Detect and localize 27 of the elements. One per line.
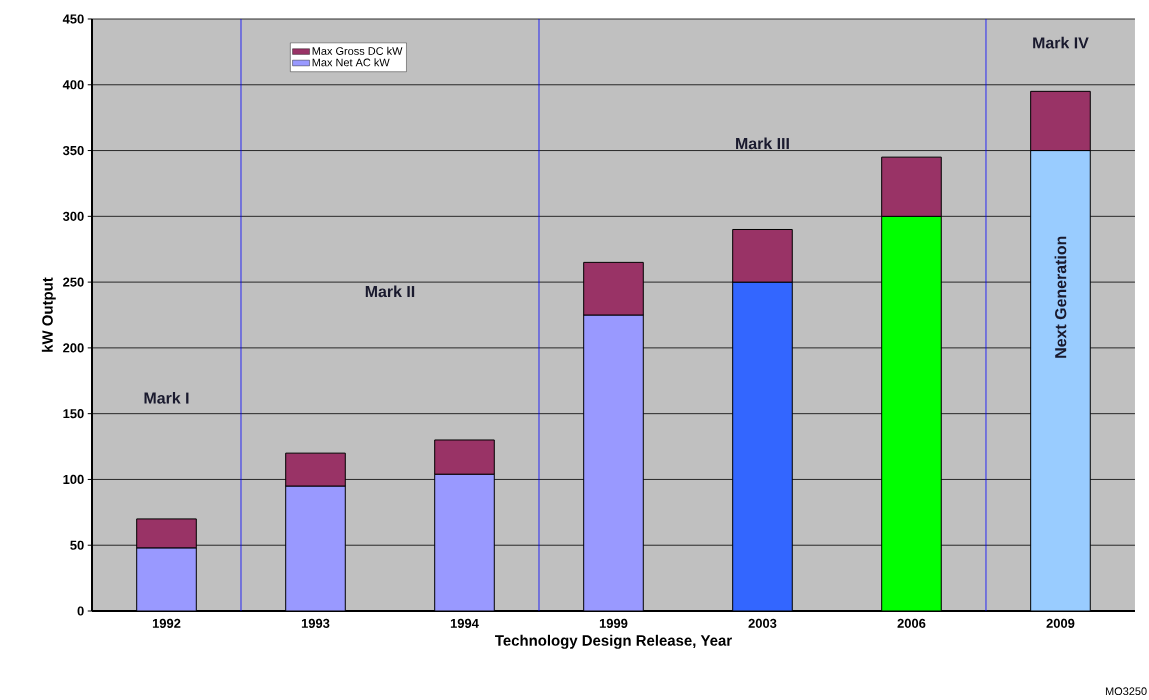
y-tick-label: 50 (70, 540, 84, 550)
x-tick-label: 1994 (450, 618, 479, 628)
x-tick-label: 2006 (897, 618, 926, 628)
y-axis-title: kW Output (41, 277, 56, 352)
band-label: Mark III (736, 137, 789, 150)
x-tick-label: 1992 (152, 618, 181, 628)
band-label: Mark I (144, 392, 189, 404)
y-tick-label: 150 (63, 409, 84, 419)
y-tick-label: 250 (63, 277, 84, 287)
x-tick-label: 1999 (599, 618, 628, 628)
band-label: Mark IV (1033, 36, 1089, 49)
y-tick-label: 100 (63, 474, 84, 485)
y-tick-label: 350 (62, 145, 84, 156)
x-axis-title: Technology Design Release, Year (495, 634, 732, 649)
x-tick-label: 2009 (1046, 618, 1075, 628)
x-tick-label: 2003 (748, 618, 777, 628)
band-label: Mark II (365, 285, 415, 298)
legend-label: Max Gross DC kW (312, 46, 403, 55)
x-tick-label: 1993 (301, 618, 330, 628)
y-tick-label: 400 (62, 80, 84, 90)
legend-label: Max Net AC kW (312, 58, 390, 67)
y-tick-label: 450 (62, 14, 84, 24)
annotation: Next Generation (1054, 236, 1067, 358)
y-tick-label: 200 (63, 343, 84, 353)
y-tick-label: 0 (77, 606, 84, 616)
y-tick-label: 300 (62, 211, 84, 221)
text: MO3250 (1105, 687, 1147, 696)
